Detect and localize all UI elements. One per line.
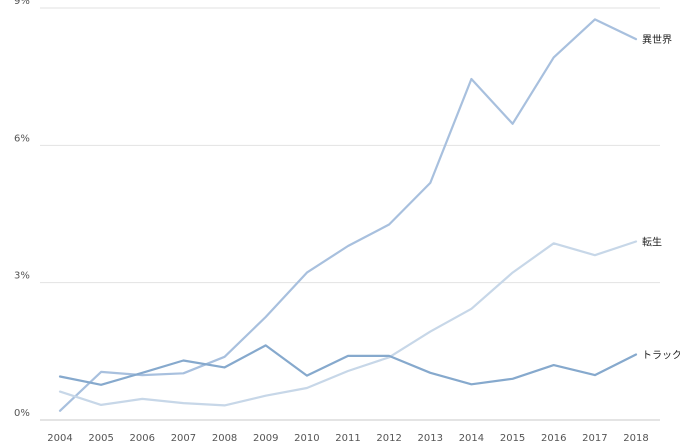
x-tick-label: 2014 bbox=[459, 433, 484, 444]
y-tick-label: 9% bbox=[14, 0, 30, 7]
x-tick-label: 2006 bbox=[130, 433, 155, 444]
x-tick-label: 2008 bbox=[212, 433, 237, 444]
x-tick-label: 2017 bbox=[582, 433, 607, 444]
x-tick-label: 2007 bbox=[171, 433, 196, 444]
x-axis-tick-labels: 2004 2005 2006 2007 2008 2009 2010 2011 2012 2013… bbox=[47, 433, 648, 444]
x-tick-label: 2015 bbox=[500, 433, 525, 444]
x-tick-label: 2010 bbox=[294, 433, 319, 444]
x-tick-label: 2011 bbox=[335, 433, 360, 444]
series-line bbox=[58, 344, 638, 386]
x-tick-label: 2016 bbox=[541, 433, 566, 444]
series-label: 転生 bbox=[642, 235, 662, 248]
y-tick-label: 3% bbox=[14, 271, 30, 282]
y-tick-label: 6% bbox=[14, 133, 30, 144]
series-label: トラック bbox=[642, 350, 680, 362]
gridlines bbox=[40, 7, 660, 421]
series-lines bbox=[58, 18, 638, 412]
y-tick-label: 0% bbox=[14, 408, 30, 419]
x-tick-label: 2009 bbox=[253, 433, 278, 444]
series-line bbox=[58, 240, 638, 407]
series-line bbox=[58, 18, 638, 412]
x-tick-label: 2018 bbox=[623, 433, 648, 444]
x-tick-label: 2012 bbox=[376, 433, 401, 444]
x-tick-label: 2004 bbox=[47, 433, 72, 444]
y-axis-tick-labels: 0% 3% 6% 9% bbox=[14, 0, 30, 419]
series-label: 異世界 bbox=[642, 34, 672, 46]
x-tick-label: 2013 bbox=[418, 433, 443, 444]
x-tick-label: 2005 bbox=[88, 433, 113, 444]
